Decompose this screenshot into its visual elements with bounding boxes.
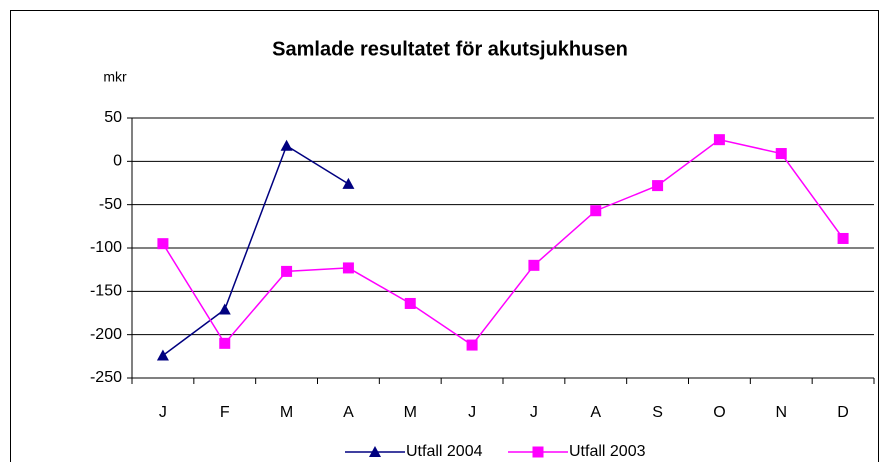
y-tick-label: -200 <box>90 326 122 343</box>
y-tick-label: 0 <box>113 153 122 170</box>
legend-label: Utfall 2003 <box>569 443 646 460</box>
series-line <box>162 138 844 347</box>
y-tick-label: -250 <box>90 369 122 386</box>
chart-border <box>10 10 879 467</box>
y-tick-label: -50 <box>99 196 122 213</box>
marker <box>280 139 293 151</box>
series-line <box>162 144 349 357</box>
chart-title: Samlade resultatet för akutsjukhusen <box>272 38 628 60</box>
marker <box>652 180 664 192</box>
marker <box>404 297 416 309</box>
x-tick-label: S <box>652 404 663 421</box>
legend-label: Utfall 2004 <box>406 443 483 460</box>
x-tick-label: A <box>590 404 601 421</box>
marker <box>532 446 544 458</box>
x-tick-label: O <box>713 404 725 421</box>
y-tick-label: -150 <box>90 283 122 300</box>
y-axis-label: mkr <box>103 69 127 85</box>
marker <box>775 148 787 160</box>
marker <box>281 265 293 277</box>
marker <box>369 446 381 457</box>
x-tick-label: A <box>343 404 354 421</box>
x-tick-label: N <box>775 404 787 421</box>
marker <box>156 349 169 361</box>
x-tick-label: J <box>530 404 538 421</box>
x-tick-label: D <box>837 404 849 421</box>
marker <box>528 259 540 271</box>
marker <box>837 232 849 244</box>
x-tick-label: J <box>159 404 167 421</box>
x-tick-label: F <box>220 404 230 421</box>
y-tick-label: -100 <box>90 239 122 256</box>
marker <box>157 238 169 250</box>
marker <box>218 303 231 315</box>
marker <box>342 177 355 189</box>
x-tick-label: M <box>404 404 417 421</box>
marker <box>590 205 602 217</box>
marker <box>219 337 231 349</box>
x-tick-label: M <box>280 404 293 421</box>
x-tick-label: J <box>468 404 476 421</box>
y-tick-label: 50 <box>104 109 122 126</box>
marker <box>466 339 478 351</box>
marker <box>713 134 725 146</box>
marker <box>342 262 354 274</box>
